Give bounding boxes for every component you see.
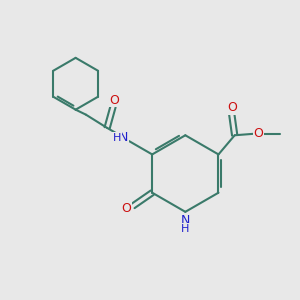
Text: H: H [181,224,190,234]
Text: O: O [253,127,263,140]
Text: N: N [119,131,129,144]
Text: O: O [122,202,131,215]
Text: N: N [181,214,190,226]
Text: O: O [110,94,119,107]
Text: H: H [113,133,121,142]
Text: O: O [227,101,237,114]
